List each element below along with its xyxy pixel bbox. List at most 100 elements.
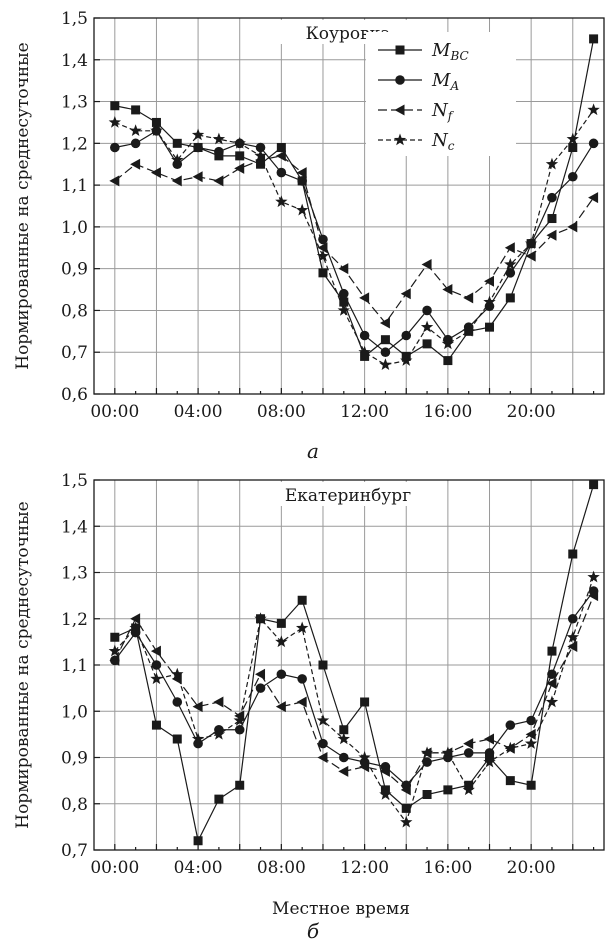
data-point [358,751,371,763]
data-point [150,167,161,179]
data-point [214,146,224,157]
data-point [130,158,141,170]
y-tick-label: 1,2 [61,134,88,154]
y-axis-label: Нормированные на среднесуточные [13,42,33,370]
y-tick-label: 1,3 [61,93,88,113]
data-point [360,697,370,707]
data-point [545,157,559,170]
data-point [567,613,578,624]
x-tick-label: 00:00 [90,402,139,422]
y-tick-label: 0,8 [61,795,88,815]
data-point [504,257,517,270]
data-point [358,345,371,358]
data-point [108,644,121,657]
series-Nc [108,103,600,371]
data-point [338,765,349,777]
x-tick-label: 12:00 [340,858,389,878]
data-point [484,275,495,287]
data-point [484,748,495,758]
data-point [359,330,370,341]
data-point [400,784,411,796]
data-point [110,101,120,111]
data-point [233,714,246,726]
chart-panel-1: 0,6 0,7 0,8 0,9 1,0 1,1 1,2 1,3 1,4 1,5 00:00 04:00… [13,9,605,463]
x-tick-label: 20:00 [507,858,556,878]
data-point [109,654,120,666]
data-point [441,746,455,759]
y-tick-label: 0,6 [61,385,88,405]
y-tick-label: 1,0 [61,218,88,238]
data-point [131,105,141,115]
data-point [505,293,515,303]
data-point [150,645,161,657]
data-point [275,701,286,713]
title-backdrop [273,482,425,506]
data-point [193,142,203,153]
data-point [235,151,245,161]
data-point [547,669,557,680]
data-point [504,741,517,754]
data-point [275,150,286,162]
data-point [129,124,142,137]
y-tick-label: 1,5 [61,9,88,29]
y-tick-label: 1,2 [61,610,88,630]
data-point [567,221,578,233]
data-point [380,335,390,345]
data-point [589,34,599,44]
series-line [114,38,595,362]
data-point [547,214,557,224]
data-point [505,268,516,278]
x-tick-label: 16:00 [423,402,472,422]
data-point [276,143,286,153]
data-point [192,171,203,183]
data-point [588,138,599,149]
data-point [443,785,453,795]
x-tick-label: 04:00 [174,402,223,422]
data-point [400,815,413,828]
data-point [191,732,205,745]
data-point [525,250,536,262]
data-point [276,167,287,178]
y-tick-label: 0,7 [61,343,88,363]
data-point [234,162,245,174]
panel-label: б [307,919,320,943]
data-point [380,347,391,358]
series-line [114,109,595,366]
data-point [191,128,205,141]
data-point [275,195,288,208]
data-point [276,669,287,680]
series-line [114,484,595,843]
data-point [483,295,496,308]
data-point [587,103,600,116]
data-point [547,192,557,203]
data-point [212,727,226,740]
data-point [379,358,392,371]
y-axis-label: Нормированные на среднесуточные [13,501,33,829]
data-point [566,630,579,643]
series-Nf [109,150,599,329]
data-point [193,836,203,846]
data-point [484,733,495,745]
x-tick-label: 08:00 [257,402,306,422]
data-point [568,549,578,559]
data-point [129,621,142,634]
data-point [443,356,453,366]
data-point [151,720,161,730]
data-point [276,618,286,628]
data-point [213,175,224,187]
y-tick-label: 0,9 [61,260,88,280]
data-point [256,159,266,169]
data-point [360,351,370,361]
data-point [172,734,182,744]
data-point [213,696,224,708]
data-point [485,322,495,332]
data-point [255,142,266,153]
x-tick-label: 12:00 [340,402,389,422]
data-point [296,167,307,179]
data-point [462,324,475,337]
chart-title: Екатеринбург [285,486,411,506]
series-line [114,590,595,787]
data-point [504,242,515,254]
data-point [400,354,413,366]
data-point [235,780,245,790]
